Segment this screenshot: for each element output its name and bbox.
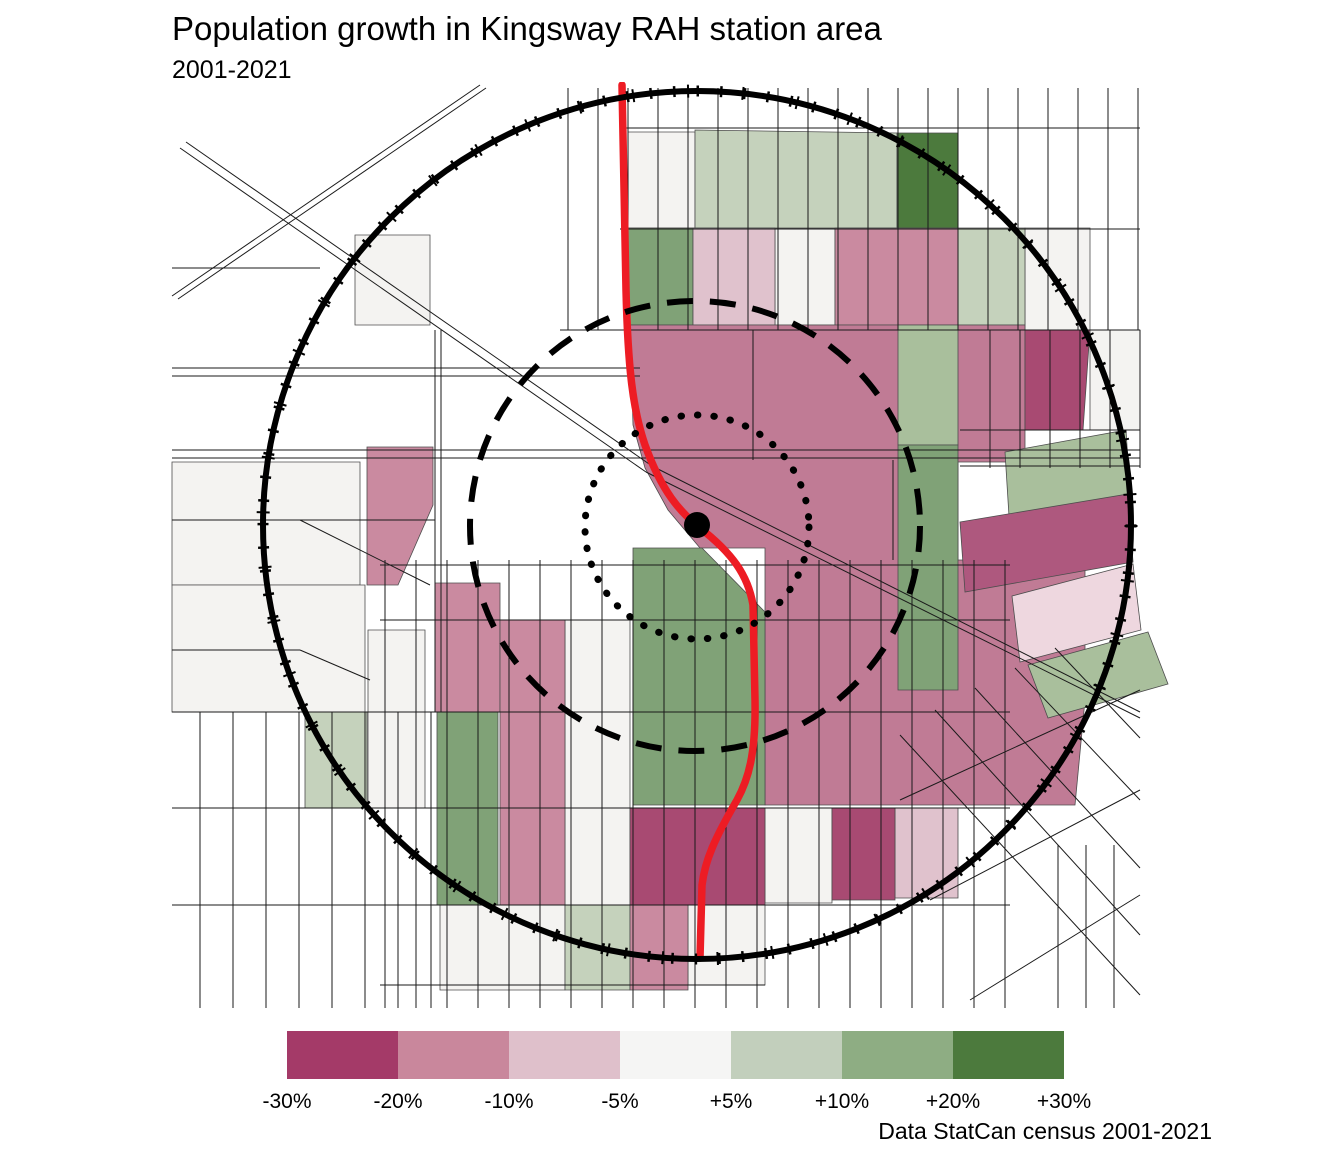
- transit-route-layer: [618, 82, 759, 962]
- census-region: [834, 227, 959, 326]
- legend-label: -10%: [484, 1090, 534, 1113]
- middle-ring: [467, 298, 923, 754]
- legend-label: -30%: [262, 1090, 312, 1113]
- census-region: [894, 807, 959, 899]
- station-area-map: [171, 82, 1169, 1008]
- figure-subtitle: 2001-2021: [172, 56, 292, 84]
- census-regions-layer: [171, 129, 1169, 991]
- census-region: [957, 227, 1026, 326]
- census-region: [764, 807, 833, 904]
- legend-swatch: [953, 1031, 1064, 1079]
- census-region: [629, 807, 766, 906]
- data-source-caption: Data StatCan census 2001-2021: [878, 1118, 1212, 1144]
- outer-ring-texture: [256, 84, 1138, 966]
- census-region: [1011, 563, 1142, 663]
- station-dot: [684, 512, 710, 538]
- legend-swatch: [842, 1031, 953, 1079]
- legend-label: +30%: [1036, 1090, 1092, 1113]
- station-marker-layer: [684, 512, 710, 538]
- legend-swatch: [509, 1031, 620, 1079]
- street: [969, 894, 1141, 1001]
- street: [299, 519, 431, 586]
- street: [899, 689, 1141, 801]
- census-region: [897, 444, 959, 691]
- street: [645, 471, 1141, 719]
- street: [177, 87, 487, 300]
- legend-label: -5%: [601, 1090, 639, 1113]
- street: [179, 147, 647, 473]
- street: [934, 709, 1141, 936]
- legend-label: +5%: [709, 1090, 753, 1113]
- legend-swatch: [287, 1031, 398, 1079]
- census-region: [1027, 631, 1169, 719]
- census-region: [629, 904, 689, 991]
- legend-swatch: [398, 1031, 509, 1079]
- transit-route-line: [618, 82, 759, 962]
- census-region: [959, 493, 1134, 593]
- legend-swatch: [620, 1031, 731, 1079]
- census-region: [564, 619, 631, 906]
- census-region: [366, 446, 434, 586]
- legend-label: -20%: [373, 1090, 423, 1113]
- census-region: [774, 227, 836, 326]
- street: [171, 84, 481, 297]
- legend-label: +20%: [925, 1090, 981, 1113]
- legend-label: +10%: [814, 1090, 870, 1113]
- census-region: [627, 131, 696, 229]
- inner-ring: [581, 411, 813, 643]
- street: [974, 687, 1141, 869]
- street-network-layer: [171, 84, 1141, 1008]
- census-region: [897, 324, 959, 446]
- census-region: [354, 234, 431, 326]
- street: [651, 465, 1141, 713]
- census-region: [831, 807, 896, 901]
- growth-color-legend: -30% -20% -10% -5% +5% +10% +20% +30%: [0, 0, 1344, 1113]
- buffer-rings-layer: [256, 84, 1138, 966]
- street: [185, 141, 653, 467]
- census-region: [694, 129, 898, 229]
- street: [929, 789, 1141, 901]
- legend-swatch: [731, 1031, 842, 1079]
- census-region: [499, 619, 566, 906]
- street: [899, 734, 1141, 996]
- census-region: [434, 582, 501, 713]
- street: [299, 649, 371, 681]
- figure-title: Population growth in Kingsway RAH statio…: [172, 10, 882, 47]
